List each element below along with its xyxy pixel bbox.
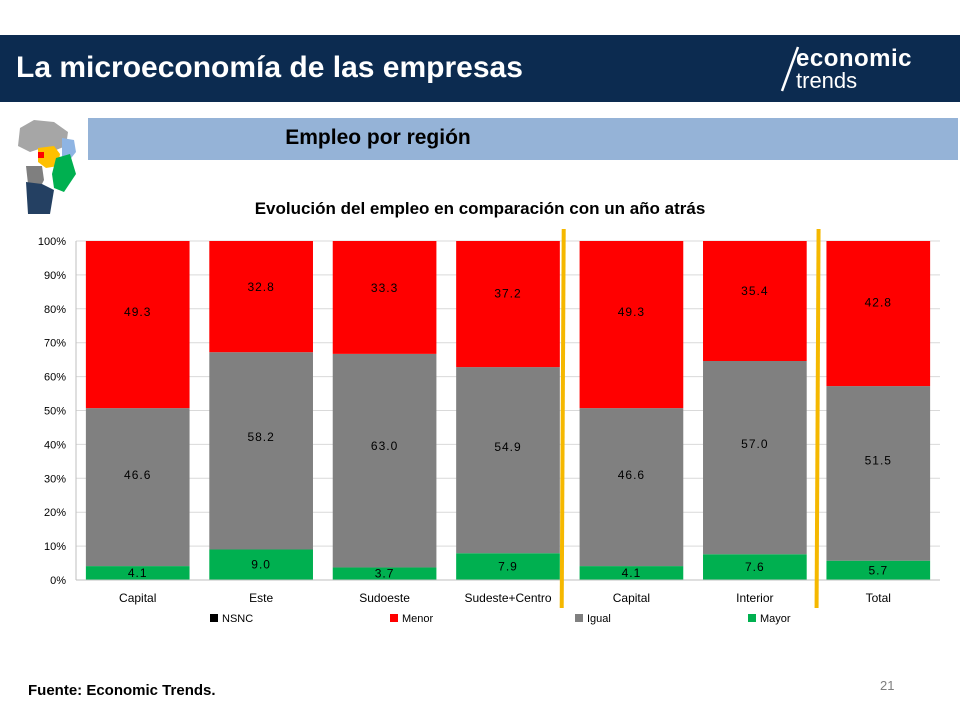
bar-igual xyxy=(826,386,931,561)
group-separator-line xyxy=(814,228,821,609)
stacked-bar-chart: 0% 10% 20% 30% 40% 50% 60% 70% 80% 90% 100% 4.1 46.6… xyxy=(38,228,940,625)
y-tick-label: 60% xyxy=(44,372,66,384)
legend-label-mayor: Mayor xyxy=(760,613,791,625)
data-label-igual: 51.5 xyxy=(865,454,892,468)
economic-trends-logo: economic trends xyxy=(770,43,950,95)
data-label-menor: 33.3 xyxy=(371,281,398,295)
data-label-menor: 32.8 xyxy=(247,280,274,294)
bar-mayor xyxy=(826,560,931,580)
bar-igual xyxy=(209,352,313,550)
data-label-igual: 46.6 xyxy=(124,468,151,482)
bar-mayor xyxy=(209,549,313,580)
legend-label-igual: Igual xyxy=(587,613,611,625)
x-tick-label: Total xyxy=(866,591,891,605)
argentina-regions-map-icon xyxy=(18,120,76,214)
data-label-mayor: 4.1 xyxy=(622,566,642,580)
legend-label-menor: Menor xyxy=(402,613,434,625)
legend-swatch-nsnc xyxy=(210,614,218,622)
data-label-mayor: 7.6 xyxy=(745,560,765,574)
y-tick-label: 70% xyxy=(44,338,66,350)
bar-igual xyxy=(579,408,684,567)
x-tick-label: Sudeste+Centro xyxy=(464,591,551,605)
bar-mayor xyxy=(332,567,437,580)
bar-igual xyxy=(456,367,560,554)
data-label-igual: 63.0 xyxy=(371,439,398,453)
y-tick-label: 90% xyxy=(44,270,66,282)
data-label-mayor: 5.7 xyxy=(868,563,888,577)
x-tick-label: Interior xyxy=(736,591,773,605)
data-label-mayor: 3.7 xyxy=(375,567,395,581)
bar-menor xyxy=(826,241,931,387)
y-tick-label: 0% xyxy=(50,575,66,587)
page-number: 21 xyxy=(880,678,895,693)
y-tick-label: 30% xyxy=(44,473,66,485)
y-tick-label: 50% xyxy=(44,406,66,418)
chart-title: Evolución del empleo en comparación con … xyxy=(254,199,706,218)
y-tick-label: 10% xyxy=(44,541,66,553)
y-tick-label: 20% xyxy=(44,507,66,519)
data-label-mayor: 9.0 xyxy=(251,558,271,572)
x-tick-label: Sudoeste xyxy=(359,591,410,605)
data-label-mayor: 4.1 xyxy=(128,566,148,580)
x-tick-label: Capital xyxy=(119,591,156,605)
data-label-mayor: 7.9 xyxy=(498,560,518,574)
section-title: Empleo por región xyxy=(285,126,471,149)
data-label-igual: 58.2 xyxy=(247,430,274,444)
data-label-menor: 49.3 xyxy=(618,305,645,319)
bar-igual xyxy=(85,408,190,567)
bar-mayor xyxy=(456,553,560,580)
bar-igual xyxy=(703,361,807,555)
header-bar: La microeconomía de las empresas economi… xyxy=(0,35,960,102)
data-label-igual: 54.9 xyxy=(494,440,521,454)
legend-label-nsnc: NSNC xyxy=(222,613,253,625)
data-label-igual: 46.6 xyxy=(618,468,645,482)
y-tick-label: 100% xyxy=(38,236,66,248)
bar-mayor xyxy=(579,566,684,580)
legend-swatch-igual xyxy=(575,614,583,622)
x-tick-label: Este xyxy=(249,591,273,605)
group-separator-line xyxy=(559,228,566,609)
logo-slash-icon xyxy=(780,46,800,92)
y-tick-label: 40% xyxy=(44,439,66,451)
bar-mayor xyxy=(85,566,190,580)
data-label-menor: 42.8 xyxy=(865,295,892,309)
data-label-menor: 37.2 xyxy=(494,287,521,301)
source-note: Fuente: Economic Trends. xyxy=(28,682,216,699)
x-tick-label: Capital xyxy=(613,591,650,605)
bar-mayor xyxy=(703,554,807,580)
logo-text-economic: economic xyxy=(796,45,913,72)
bar-menor xyxy=(209,241,313,353)
y-tick-label: 80% xyxy=(44,304,66,316)
data-label-igual: 57.0 xyxy=(741,437,768,451)
data-label-menor: 49.3 xyxy=(124,305,151,319)
bar-menor xyxy=(456,241,560,368)
bar-menor xyxy=(85,241,190,409)
legend-swatch-menor xyxy=(390,614,398,622)
legend-swatch-mayor xyxy=(748,614,756,622)
section-banner: Empleo por región xyxy=(88,118,958,160)
bar-menor xyxy=(703,241,807,362)
bar-menor xyxy=(579,241,684,409)
logo-text-trends: trends xyxy=(796,68,858,93)
data-label-menor: 35.4 xyxy=(741,284,768,298)
page-title: La microeconomía de las empresas xyxy=(16,51,523,84)
bar-igual xyxy=(332,353,437,568)
bar-menor xyxy=(332,241,437,354)
